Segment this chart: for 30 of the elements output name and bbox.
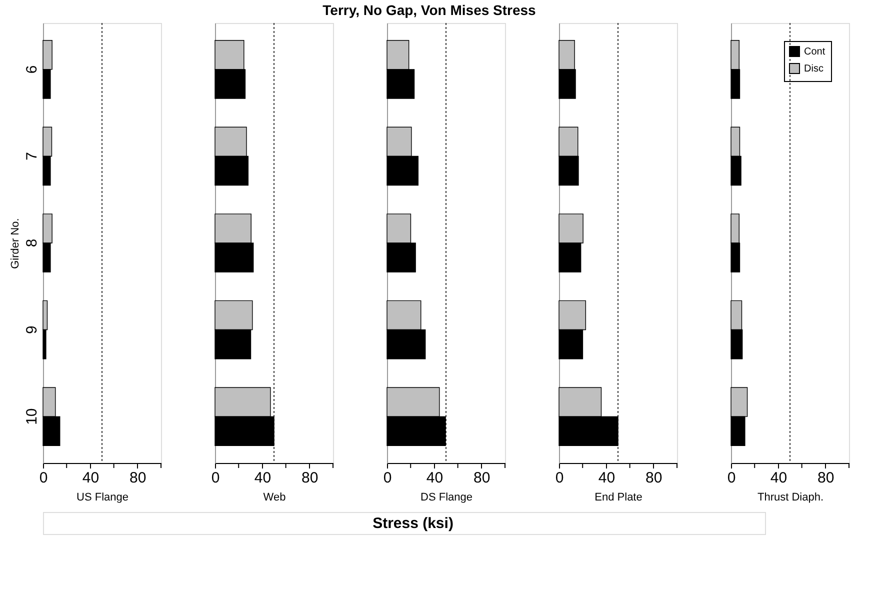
- text: Stress (ksi): [372, 515, 454, 532]
- x-axis-title: Thrust Diaph.: [757, 492, 824, 504]
- x-tick-label: 80: [130, 470, 146, 486]
- y-tick-label: 9: [24, 326, 40, 334]
- x-tick-label: 40: [598, 470, 616, 486]
- legend-label: Cont: [804, 46, 826, 58]
- y-tick-label: 7: [24, 152, 40, 160]
- legend-label: Disc: [804, 64, 824, 74]
- y-axis-title: Girder No.: [10, 218, 22, 269]
- y-tick-label: 6: [24, 65, 40, 74]
- x-tick-label: 40: [254, 470, 272, 486]
- x-axis-title: US Flange: [76, 492, 128, 504]
- x-axis-title: DS Flange: [420, 492, 472, 504]
- x-tick-label: 40: [82, 470, 100, 486]
- x-tick-label: 0: [211, 470, 220, 486]
- x-tick-label: 40: [770, 470, 788, 486]
- y-tick-label: 10: [24, 408, 40, 425]
- x-tick-label: 80: [818, 470, 834, 486]
- x-tick-label: 0: [727, 470, 736, 486]
- x-tick-label: 0: [39, 470, 48, 486]
- x-tick-label: 0: [383, 470, 392, 486]
- x-axis-title: End Plate: [594, 492, 642, 504]
- x-tick-label: 80: [474, 470, 490, 486]
- chart-title: Terry, No Gap, Von Mises Stress: [322, 2, 536, 18]
- x-tick-label: 40: [426, 470, 444, 486]
- x-tick-label: 0: [555, 470, 564, 486]
- x-tick-label: 80: [302, 470, 318, 486]
- x-tick-label: 80: [646, 470, 662, 486]
- x-axis-title: Web: [263, 492, 286, 504]
- y-tick-label: 8: [24, 238, 40, 248]
